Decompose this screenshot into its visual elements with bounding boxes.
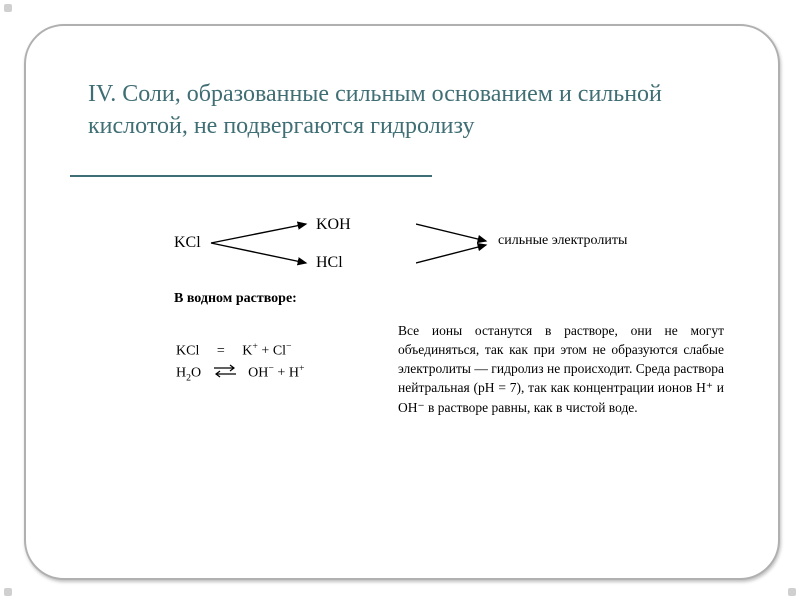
eq1-op: = xyxy=(217,344,225,359)
aqueous-label: В водном растворе: xyxy=(174,291,297,307)
content-area: KCl KOH HCl сильные электролиты В водном… xyxy=(166,216,726,556)
eq2-plus: + xyxy=(274,366,289,381)
equation-1: KCl = K+ + Cl− xyxy=(176,341,304,363)
scheme-rhs-label: сильные электролиты xyxy=(498,233,627,249)
title-strike xyxy=(70,175,432,177)
corner-dot-tl xyxy=(4,4,12,12)
reversible-arrow-icon xyxy=(212,364,238,383)
eq2-rhs2: H xyxy=(289,366,299,381)
eq1-rhs2-sup: − xyxy=(286,341,292,352)
scheme-left: KCl xyxy=(174,234,201,252)
corner-dot-br xyxy=(788,588,796,596)
eq1-rhs2: Cl xyxy=(273,344,286,359)
corner-dot-bl xyxy=(4,588,12,596)
scheme-top: KOH xyxy=(316,216,351,234)
slide-frame: IV. Соли, образованные сильным основание… xyxy=(24,24,780,580)
equations: KCl = K+ + Cl− H2O xyxy=(176,341,304,385)
equation-2: H2O OH− + H+ xyxy=(176,363,304,385)
eq2-lhs: H xyxy=(176,366,186,381)
eq1-plus: + xyxy=(258,344,273,359)
eq2-rhs1: OH xyxy=(248,366,268,381)
slide-title: IV. Соли, образованные сильным основание… xyxy=(88,78,718,143)
eq2-rhs2-sup: + xyxy=(299,363,305,374)
eq1-lhs: KCl xyxy=(176,344,199,359)
scheme-bottom: HCl xyxy=(316,254,343,272)
eq2-lhs-tail: O xyxy=(191,366,201,381)
arrows-converge xyxy=(416,216,496,272)
explanation-paragraph: Все ионы останутся в растворе, они не мо… xyxy=(398,321,724,417)
eq1-rhs1: K xyxy=(242,344,252,359)
